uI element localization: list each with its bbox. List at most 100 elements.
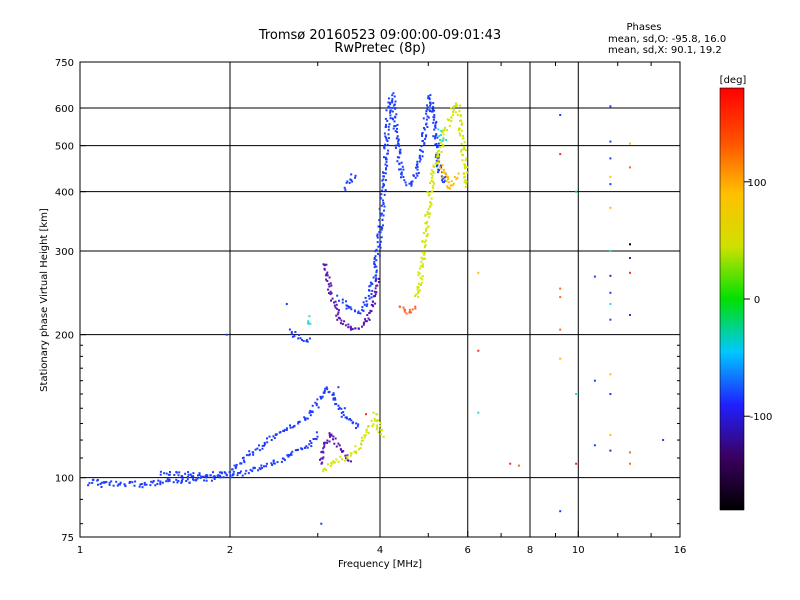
echo-point bbox=[417, 292, 420, 294]
echo-point bbox=[380, 204, 383, 207]
echo-point bbox=[441, 139, 444, 142]
echo-point bbox=[420, 149, 423, 152]
echo-point bbox=[440, 134, 442, 136]
echo-point bbox=[367, 317, 370, 320]
echo-point bbox=[377, 419, 380, 422]
echo-point bbox=[394, 146, 397, 149]
echo-point bbox=[320, 457, 323, 460]
echo-point bbox=[575, 462, 578, 465]
echo-point bbox=[374, 255, 377, 258]
echo-point bbox=[340, 411, 343, 414]
echo-point bbox=[410, 311, 413, 314]
colorbar-tick-label: 0 bbox=[754, 295, 760, 306]
echo-point bbox=[386, 152, 389, 155]
echo-point bbox=[143, 483, 146, 486]
echo-point bbox=[301, 338, 303, 341]
echo-point bbox=[575, 393, 578, 395]
echo-point bbox=[276, 461, 279, 464]
echo-point bbox=[165, 480, 168, 483]
echo-point bbox=[380, 228, 383, 231]
echo-point bbox=[151, 481, 154, 484]
echo-point bbox=[395, 113, 398, 116]
echo-point bbox=[322, 468, 325, 471]
echo-point bbox=[259, 468, 262, 471]
echo-point bbox=[309, 440, 312, 442]
echo-point bbox=[381, 179, 384, 182]
echo-point bbox=[338, 299, 340, 302]
echo-point bbox=[442, 181, 445, 184]
echo-point bbox=[322, 447, 325, 450]
echo-point bbox=[434, 135, 437, 138]
echo-point bbox=[422, 232, 425, 234]
echo-point bbox=[308, 315, 311, 318]
echo-point bbox=[218, 471, 221, 474]
echo-point bbox=[187, 471, 190, 474]
echo-point bbox=[248, 450, 251, 453]
echo-point bbox=[452, 110, 454, 113]
echo-point bbox=[315, 404, 318, 407]
echo-point bbox=[319, 458, 321, 461]
echo-point bbox=[157, 479, 160, 482]
y-tick-label: 400 bbox=[55, 188, 74, 199]
echo-point bbox=[342, 414, 345, 417]
echo-point bbox=[451, 184, 454, 187]
echo-point bbox=[408, 310, 411, 313]
x-tick-label: 8 bbox=[527, 545, 533, 556]
echo-point bbox=[441, 176, 444, 179]
echo-point bbox=[461, 154, 464, 157]
echo-points bbox=[87, 92, 665, 525]
echo-point bbox=[629, 451, 631, 454]
echo-point bbox=[443, 168, 446, 171]
echo-point bbox=[379, 421, 382, 424]
echo-point bbox=[435, 165, 438, 168]
echo-point bbox=[334, 397, 336, 400]
echo-point bbox=[261, 447, 264, 450]
echo-point bbox=[393, 120, 396, 123]
echo-point bbox=[275, 433, 278, 436]
echo-point bbox=[196, 477, 199, 480]
echo-point bbox=[365, 320, 368, 323]
echo-point bbox=[440, 166, 442, 169]
echo-point bbox=[285, 428, 288, 431]
echo-point bbox=[323, 389, 326, 392]
echo-point bbox=[168, 473, 171, 476]
echo-point bbox=[266, 441, 269, 444]
echo-point bbox=[321, 461, 324, 464]
echo-point bbox=[315, 402, 318, 405]
echo-point bbox=[465, 157, 468, 160]
echo-point bbox=[213, 475, 216, 478]
echo-point bbox=[370, 310, 373, 312]
echo-point bbox=[353, 309, 356, 312]
echo-point bbox=[177, 474, 180, 477]
echo-point bbox=[609, 373, 612, 376]
echo-point bbox=[441, 164, 444, 167]
echo-point bbox=[290, 332, 293, 335]
echo-point bbox=[402, 168, 405, 171]
echo-point bbox=[391, 94, 394, 97]
echo-point bbox=[332, 392, 335, 395]
echo-point bbox=[440, 151, 443, 153]
echo-point bbox=[391, 99, 394, 102]
phase-stats-x-mode: mean, sd,X: 90.1, 19.2 bbox=[608, 45, 722, 56]
echo-point bbox=[361, 325, 363, 328]
echo-point bbox=[454, 111, 457, 114]
echo-point bbox=[432, 170, 435, 173]
echo-point bbox=[338, 444, 341, 447]
echo-point bbox=[609, 449, 612, 452]
echo-point bbox=[368, 297, 371, 300]
echo-point bbox=[453, 176, 456, 178]
echo-point bbox=[195, 478, 198, 481]
echo-point bbox=[325, 469, 328, 471]
echo-point bbox=[432, 172, 435, 175]
echo-point bbox=[458, 127, 461, 130]
echo-point bbox=[346, 456, 349, 459]
echo-point bbox=[371, 425, 374, 428]
echo-point bbox=[321, 395, 324, 398]
echo-point bbox=[400, 161, 403, 164]
echo-point bbox=[426, 115, 429, 118]
echo-point bbox=[423, 252, 426, 255]
echo-point bbox=[309, 409, 312, 412]
echo-point bbox=[460, 119, 463, 122]
echo-point bbox=[379, 240, 382, 243]
echo-point bbox=[396, 127, 398, 130]
